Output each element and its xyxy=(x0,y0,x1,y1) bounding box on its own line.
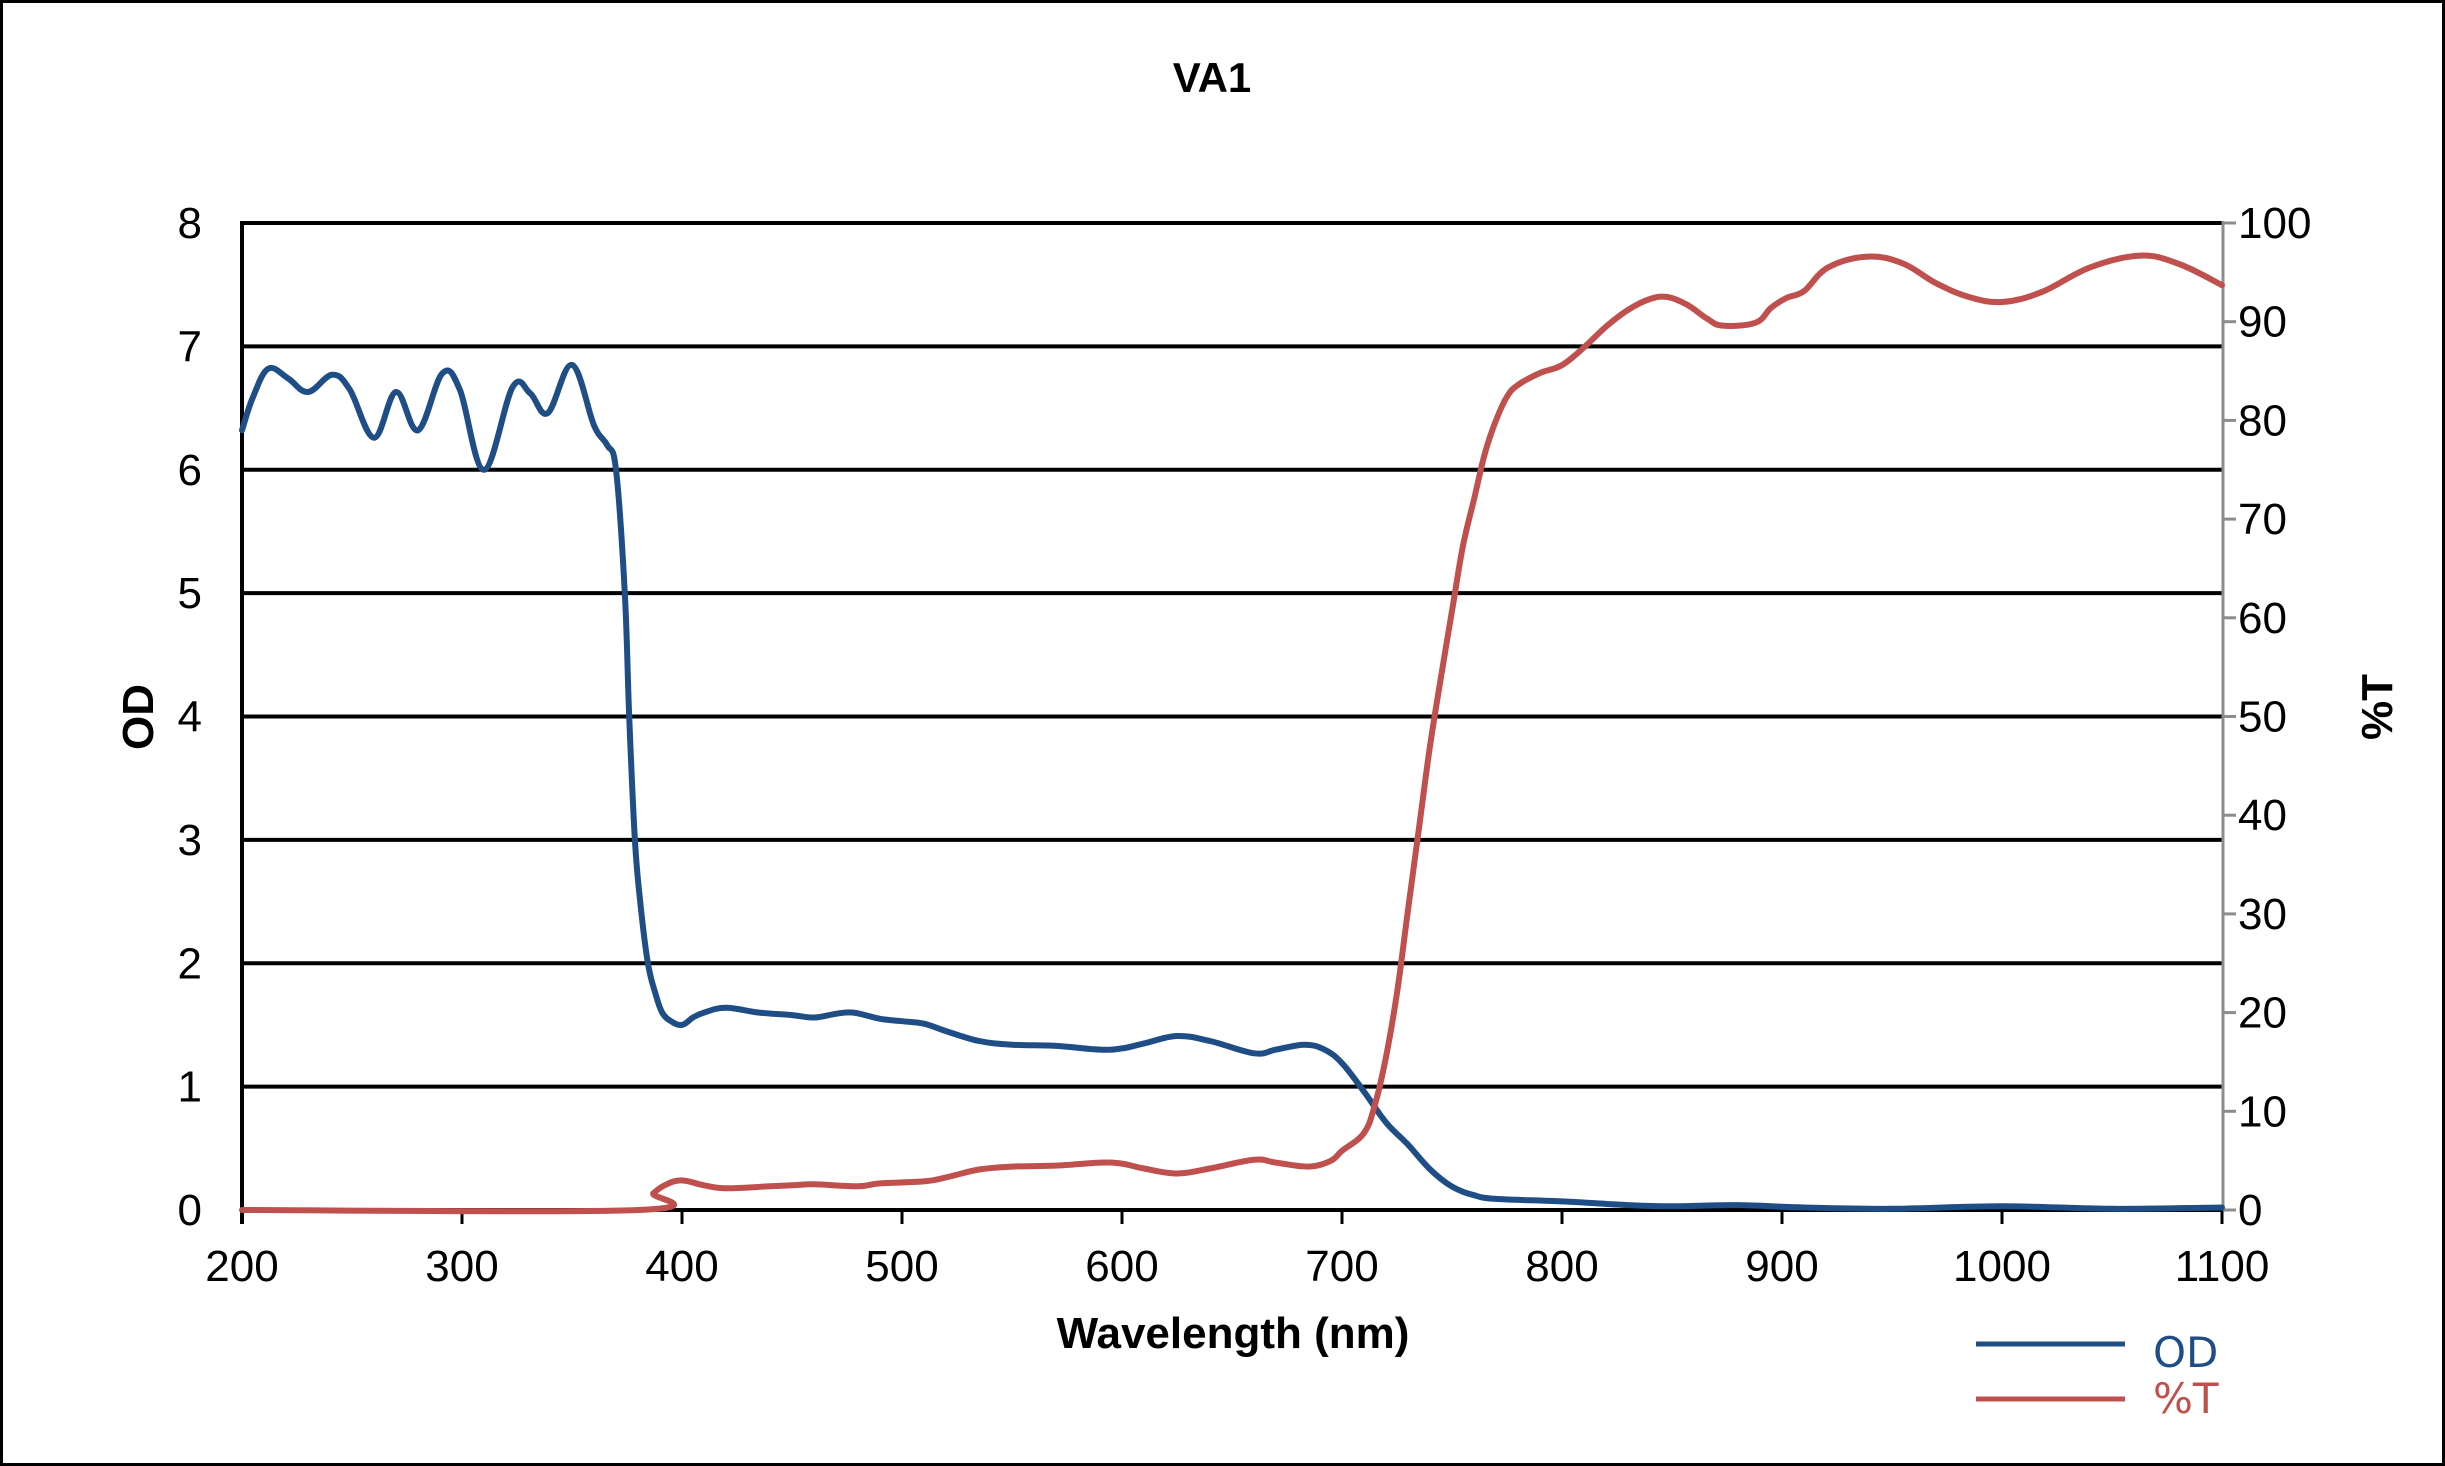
y2-tick-label: 0 xyxy=(2238,1186,2262,1235)
legend-label-od: OD xyxy=(2153,1328,2218,1377)
x-tick-label: 800 xyxy=(1525,1242,1598,1291)
y-tick-label: 1 xyxy=(178,1063,202,1112)
y2-tick-label: 30 xyxy=(2238,890,2287,939)
x-tick-label: 1100 xyxy=(2175,1242,2270,1291)
x-tick-label: 900 xyxy=(1745,1242,1818,1291)
x-tick-label: 500 xyxy=(865,1242,938,1291)
series-line-t xyxy=(239,252,2225,1215)
y-tick-label: 8 xyxy=(178,199,202,248)
x-tick-label: 400 xyxy=(645,1242,718,1291)
y2-tick-label: 40 xyxy=(2238,791,2287,840)
x-tick-label: 200 xyxy=(205,1242,278,1291)
x-tick-label: 300 xyxy=(425,1242,498,1291)
y2-tick-label: 50 xyxy=(2238,693,2287,742)
gridlines xyxy=(242,221,2222,1212)
x-tick-label: 1000 xyxy=(1953,1242,2051,1291)
y-tick-label: 2 xyxy=(178,939,202,988)
y2-tick-label: 10 xyxy=(2238,1087,2287,1136)
x-tick-label: 600 xyxy=(1085,1242,1158,1291)
x-axis-title: Wavelength (nm) xyxy=(1057,1309,1410,1358)
y-tick-label: 0 xyxy=(178,1186,202,1235)
series-line-od xyxy=(239,361,2225,1212)
y2-axis-title: %T xyxy=(2353,674,2402,740)
y-tick-label: 7 xyxy=(178,322,202,371)
x-tick-label: 700 xyxy=(1305,1242,1378,1291)
legend: OD %T xyxy=(1976,1328,2219,1423)
y2-tick-label: 60 xyxy=(2238,594,2287,643)
y-tick-label: 4 xyxy=(178,693,202,742)
y-tick-label: 3 xyxy=(178,816,202,865)
y-tick-label: 5 xyxy=(178,569,202,618)
y2-tick-label: 90 xyxy=(2238,298,2287,347)
chart-title: VA1 xyxy=(1173,54,1252,101)
y2-tick-label: 100 xyxy=(2238,199,2311,248)
y-axis-title: OD xyxy=(114,684,163,750)
legend-label-t: %T xyxy=(2153,1374,2219,1423)
y2-tick-label: 80 xyxy=(2238,396,2287,445)
axes xyxy=(240,221,2236,1224)
y2-tick-label: 20 xyxy=(2238,989,2287,1038)
y-tick-label: 6 xyxy=(178,446,202,495)
y2-tick-label: 70 xyxy=(2238,495,2287,544)
series-layer xyxy=(239,252,2225,1215)
